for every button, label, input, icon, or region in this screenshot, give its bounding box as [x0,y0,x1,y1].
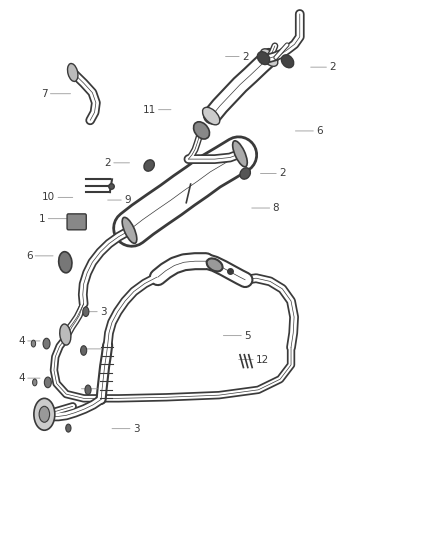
Text: 3: 3 [86,344,111,354]
Text: 5: 5 [223,330,251,341]
Text: 4: 4 [18,336,40,346]
Text: 2: 2 [104,158,130,168]
Ellipse shape [32,379,37,386]
Ellipse shape [44,377,51,387]
Text: 6: 6 [295,126,323,136]
Ellipse shape [43,338,50,349]
Ellipse shape [261,49,278,66]
FancyBboxPatch shape [67,214,86,230]
Ellipse shape [81,346,87,356]
Ellipse shape [60,324,71,345]
Ellipse shape [67,63,78,82]
Text: 8: 8 [252,203,279,213]
Ellipse shape [122,217,137,244]
Text: 11: 11 [142,104,171,115]
Text: 3: 3 [81,306,106,317]
Ellipse shape [207,259,223,271]
Text: 2: 2 [226,52,248,61]
Ellipse shape [233,141,247,167]
Ellipse shape [59,252,72,273]
Ellipse shape [144,160,154,171]
Text: 7: 7 [41,88,71,99]
Text: 6: 6 [26,251,53,261]
Text: 1: 1 [39,214,68,224]
Text: 4: 4 [18,373,40,383]
Text: 3: 3 [112,424,139,434]
Text: 10: 10 [42,192,73,203]
Ellipse shape [66,424,71,432]
Ellipse shape [258,52,270,64]
Ellipse shape [83,307,89,317]
Text: 9: 9 [108,195,131,205]
Text: 2: 2 [311,62,336,72]
Ellipse shape [34,398,55,430]
Text: 3: 3 [81,384,106,394]
Text: 2: 2 [261,168,286,179]
Ellipse shape [281,55,294,68]
Ellipse shape [31,340,35,347]
Ellipse shape [194,122,209,139]
Ellipse shape [85,385,91,394]
Ellipse shape [39,406,49,422]
Ellipse shape [240,168,251,179]
Text: 12: 12 [239,354,269,365]
Ellipse shape [202,107,220,125]
